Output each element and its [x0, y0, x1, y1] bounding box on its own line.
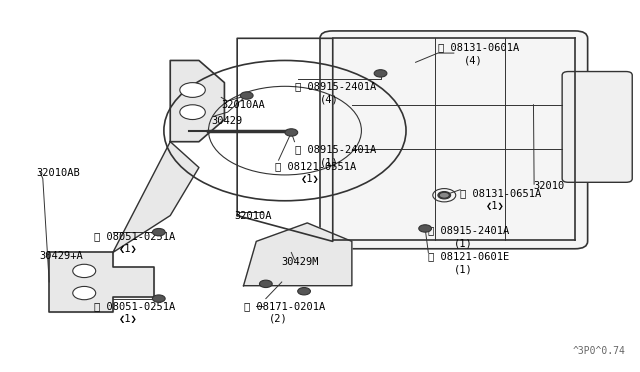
Text: ❮1❯: ❮1❯ [119, 314, 138, 324]
FancyBboxPatch shape [562, 71, 632, 182]
Text: Ⓥ 08915-2401A: Ⓥ 08915-2401A [428, 225, 509, 235]
Circle shape [438, 192, 451, 199]
Text: Ⓑ 08131-0651A: Ⓑ 08131-0651A [460, 188, 541, 198]
Text: Ⓑ 08051-0251A: Ⓑ 08051-0251A [94, 301, 175, 311]
Circle shape [152, 295, 165, 302]
Text: ❮1❯: ❮1❯ [119, 244, 138, 254]
Circle shape [259, 280, 272, 288]
Text: 32010: 32010 [534, 181, 564, 191]
Text: (2): (2) [269, 314, 288, 324]
Text: Ⓑ 08121-0551A: Ⓑ 08121-0551A [275, 161, 356, 171]
Text: Ⓥ 08915-2401A: Ⓥ 08915-2401A [294, 81, 376, 91]
Text: Ⓑ 08171-0201A: Ⓑ 08171-0201A [244, 301, 324, 311]
Text: 30429: 30429 [212, 116, 243, 126]
Text: 32010A: 32010A [234, 211, 271, 221]
Circle shape [298, 288, 310, 295]
Text: (1): (1) [320, 157, 339, 167]
Polygon shape [49, 253, 154, 311]
Circle shape [419, 225, 431, 232]
Circle shape [180, 105, 205, 119]
Text: ❮1❯: ❮1❯ [486, 201, 504, 211]
Circle shape [73, 264, 96, 278]
Text: (4): (4) [463, 55, 482, 65]
Polygon shape [244, 223, 352, 286]
Text: Ⓑ 08121-0601E: Ⓑ 08121-0601E [428, 251, 509, 261]
Text: (1): (1) [454, 238, 472, 248]
Text: Ⓑ 08051-0251A: Ⓑ 08051-0251A [94, 231, 175, 241]
Text: (1): (1) [454, 264, 472, 274]
Circle shape [73, 286, 96, 300]
Circle shape [241, 92, 253, 99]
Circle shape [439, 192, 449, 198]
Circle shape [180, 83, 205, 97]
Text: 32010AA: 32010AA [221, 100, 265, 110]
Text: 32010AB: 32010AB [36, 168, 80, 178]
Polygon shape [170, 61, 225, 142]
Circle shape [152, 228, 165, 236]
Text: 30429+A: 30429+A [40, 251, 83, 261]
Circle shape [374, 70, 387, 77]
Text: ^3P0^0.74: ^3P0^0.74 [573, 346, 626, 356]
Text: Ⓥ 08915-2401A: Ⓥ 08915-2401A [294, 144, 376, 154]
Text: (4): (4) [320, 94, 339, 104]
Text: ❮1❯: ❮1❯ [301, 174, 319, 184]
Polygon shape [113, 142, 199, 253]
Circle shape [285, 129, 298, 136]
Text: 30429M: 30429M [282, 257, 319, 267]
FancyBboxPatch shape [320, 31, 588, 249]
Text: Ⓑ 08131-0601A: Ⓑ 08131-0601A [438, 42, 519, 52]
